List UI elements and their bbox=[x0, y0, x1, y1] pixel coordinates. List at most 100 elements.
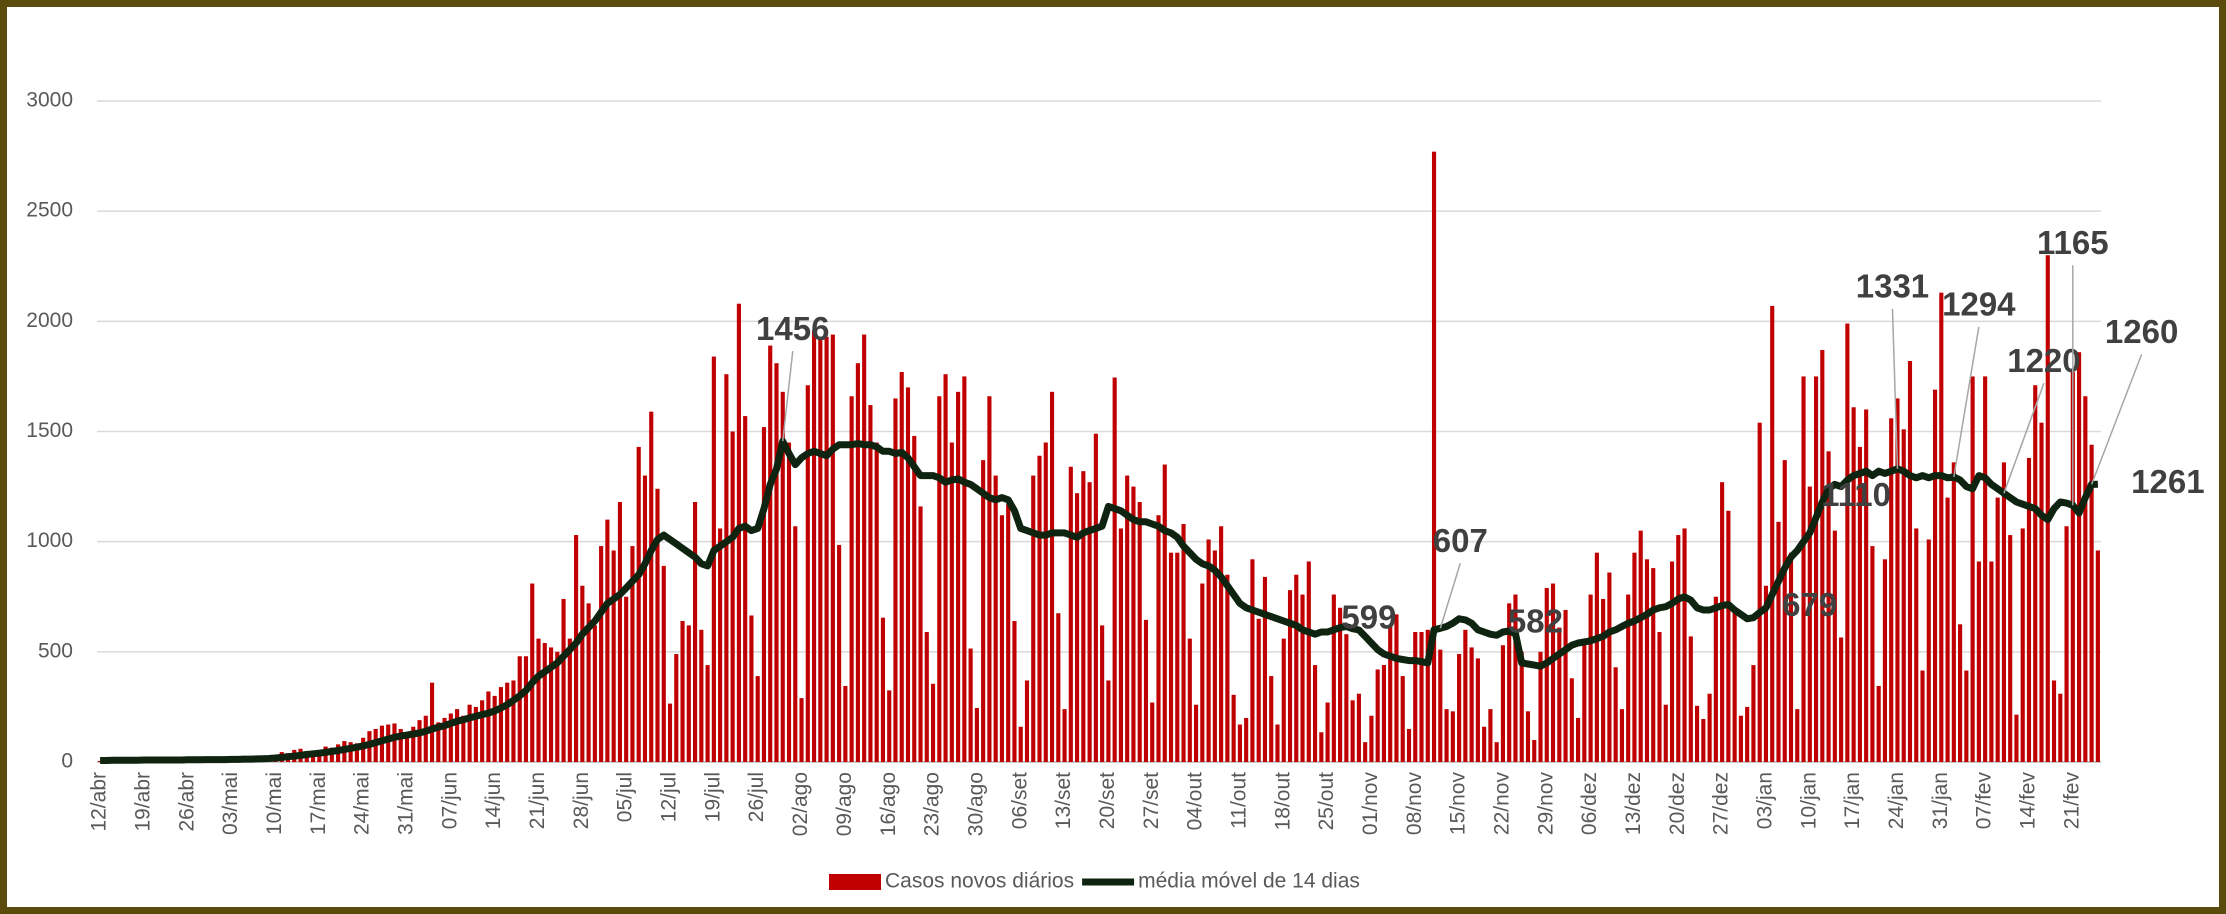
bar bbox=[1500, 645, 1505, 762]
bar bbox=[448, 713, 453, 762]
bar bbox=[1463, 629, 1468, 762]
bar bbox=[1100, 625, 1105, 762]
bar bbox=[1801, 376, 1806, 762]
bar bbox=[786, 442, 792, 762]
bar bbox=[1807, 486, 1812, 762]
bar bbox=[1851, 407, 1856, 762]
label-leader bbox=[1891, 308, 1899, 469]
bar bbox=[1262, 576, 1268, 762]
bar bbox=[605, 519, 610, 762]
x-tick-label: 18/out bbox=[1271, 772, 1294, 831]
bar bbox=[705, 665, 710, 762]
bar bbox=[580, 585, 585, 762]
bar bbox=[1256, 618, 1261, 762]
bar bbox=[1638, 530, 1643, 762]
bar bbox=[1488, 709, 1493, 762]
bar bbox=[1632, 552, 1637, 762]
bar bbox=[599, 546, 604, 762]
bar bbox=[1131, 486, 1136, 762]
bar bbox=[1244, 717, 1249, 762]
bar bbox=[674, 654, 679, 762]
bar bbox=[1225, 574, 1230, 762]
data-label: 1260 bbox=[2105, 313, 2178, 350]
x-tick-label: 21/jun bbox=[526, 772, 549, 829]
bar bbox=[1287, 590, 1293, 762]
bar bbox=[1206, 539, 1211, 762]
legend-swatch bbox=[829, 874, 881, 890]
bar bbox=[1482, 726, 1487, 762]
bar bbox=[1325, 702, 1330, 762]
bar bbox=[924, 632, 929, 762]
bar bbox=[1024, 680, 1030, 762]
bar bbox=[505, 682, 510, 762]
data-label: 1165 bbox=[2037, 224, 2109, 261]
bar bbox=[1350, 700, 1355, 762]
bar bbox=[1469, 647, 1474, 762]
bar bbox=[780, 391, 785, 762]
bar bbox=[1651, 568, 1656, 762]
bar bbox=[1538, 651, 1543, 762]
x-tick-label: 24/mai bbox=[351, 772, 374, 835]
bar bbox=[1049, 391, 1055, 762]
bar bbox=[949, 442, 954, 762]
bar bbox=[1507, 603, 1512, 762]
bar bbox=[486, 691, 491, 762]
bar bbox=[974, 708, 979, 762]
bar bbox=[642, 475, 648, 762]
bar bbox=[1839, 637, 1844, 762]
bar bbox=[1381, 665, 1387, 762]
bar bbox=[542, 643, 547, 762]
x-tick-label: 17/jan bbox=[1841, 772, 1864, 829]
bar bbox=[1757, 422, 1762, 762]
bar bbox=[1788, 552, 1794, 762]
bar bbox=[1958, 624, 1963, 762]
bar bbox=[1106, 680, 1111, 762]
legend-label: média móvel de 14 dias bbox=[1138, 870, 1360, 893]
y-tick-label: 3000 bbox=[26, 89, 73, 112]
x-tick-label: 19/abr bbox=[132, 772, 155, 832]
x-tick-label: 08/nov bbox=[1403, 772, 1426, 836]
bar bbox=[1118, 528, 1123, 762]
bar bbox=[1945, 497, 1950, 762]
bar bbox=[768, 345, 773, 762]
x-tick-label: 04/out bbox=[1184, 772, 1207, 831]
bar bbox=[404, 735, 410, 762]
x-tick-label: 07/fev bbox=[1973, 772, 1996, 830]
bar bbox=[1525, 711, 1531, 762]
bar bbox=[649, 411, 654, 762]
bar bbox=[1150, 702, 1155, 762]
bar bbox=[1175, 552, 1180, 762]
bar bbox=[1857, 446, 1862, 762]
label-leader bbox=[1439, 563, 1462, 629]
y-tick-label: 0 bbox=[61, 750, 73, 773]
bar bbox=[805, 385, 810, 762]
bar bbox=[1983, 376, 1988, 762]
x-tick-label: 26/jul bbox=[745, 772, 768, 822]
bar bbox=[1682, 528, 1687, 762]
bar bbox=[1331, 594, 1336, 762]
bar bbox=[1300, 594, 1305, 762]
bar bbox=[1156, 515, 1161, 762]
bar bbox=[793, 526, 798, 762]
x-tick-label: 14/fev bbox=[2017, 772, 2040, 830]
bar bbox=[1369, 715, 1374, 762]
bar bbox=[2077, 352, 2082, 762]
bar bbox=[981, 460, 986, 762]
bar bbox=[830, 334, 835, 762]
x-tick-label: 09/ago bbox=[833, 772, 856, 836]
x-tick-label: 15/nov bbox=[1447, 772, 1470, 836]
bar bbox=[1519, 651, 1524, 762]
bar bbox=[1607, 572, 1612, 762]
bar bbox=[1569, 678, 1574, 762]
bar bbox=[1068, 466, 1073, 762]
bar bbox=[1964, 670, 1969, 762]
bar bbox=[2026, 457, 2032, 762]
bar bbox=[849, 396, 854, 762]
bar bbox=[1882, 559, 1888, 762]
x-tick-label: 19/jul bbox=[701, 772, 724, 822]
bar bbox=[761, 427, 767, 762]
bar bbox=[1181, 524, 1186, 762]
chart: 0 500 1000 1500 2000 2500 3000 12/abr 19/abr 26/a… bbox=[26, 89, 2204, 893]
x-tick-label: 14/jun bbox=[482, 772, 505, 829]
bar bbox=[1319, 732, 1324, 762]
